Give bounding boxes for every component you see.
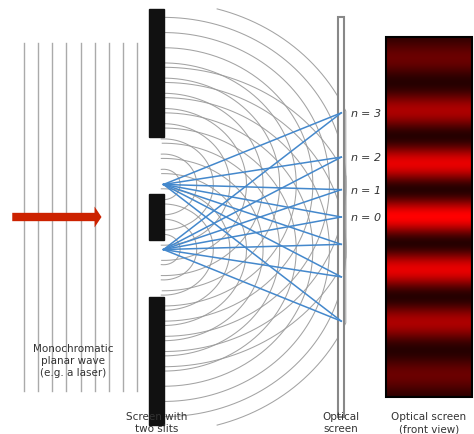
- Text: Optical
screen: Optical screen: [323, 412, 360, 434]
- Bar: [149, 297, 164, 425]
- Text: $n$ = 2: $n$ = 2: [350, 151, 382, 163]
- Text: $n$ = 1: $n$ = 1: [350, 184, 381, 196]
- Text: $n$ = 3: $n$ = 3: [350, 107, 382, 119]
- Text: $n$ = 0: $n$ = 0: [350, 211, 382, 223]
- Text: Monochromatic
planar wave
(e.g. a laser): Monochromatic planar wave (e.g. a laser): [33, 345, 114, 378]
- Bar: [338, 17, 344, 417]
- Bar: [149, 194, 164, 240]
- Bar: [386, 37, 472, 397]
- Text: Optical screen
(front view): Optical screen (front view): [392, 412, 466, 434]
- Bar: [149, 9, 164, 137]
- Text: Screen with
two slits: Screen with two slits: [126, 412, 187, 434]
